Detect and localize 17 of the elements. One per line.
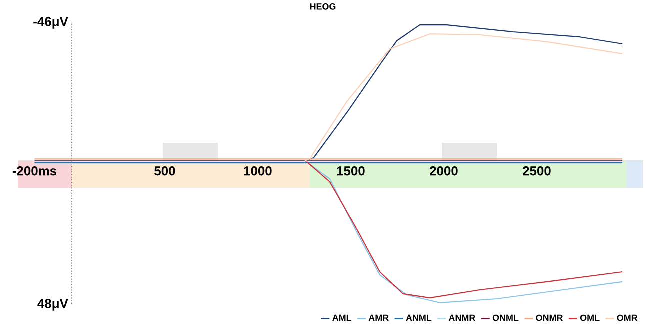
legend-label: OML xyxy=(580,314,600,322)
y-tick-label: 48μV xyxy=(38,299,68,311)
legend-label: AMR xyxy=(368,314,389,322)
legend-label: AML xyxy=(332,314,352,322)
legend-label: ANMR xyxy=(448,314,476,322)
chart-title: HEOG xyxy=(310,4,336,10)
x-tick-label: 2000 xyxy=(430,166,458,176)
x-tick-label: -200ms xyxy=(12,166,57,176)
legend-label: ONMR xyxy=(536,314,564,322)
y-tick-label: -46μV xyxy=(34,17,68,29)
x-tick-label: 1000 xyxy=(244,166,272,176)
legend-label: ANML xyxy=(406,314,432,322)
legend-label: ONML xyxy=(492,314,519,322)
x-tick-label: 1500 xyxy=(337,166,365,176)
x-tick-label: 2500 xyxy=(523,166,551,176)
x-tick-label: 500 xyxy=(154,166,176,176)
legend-label: OMR xyxy=(617,314,638,322)
